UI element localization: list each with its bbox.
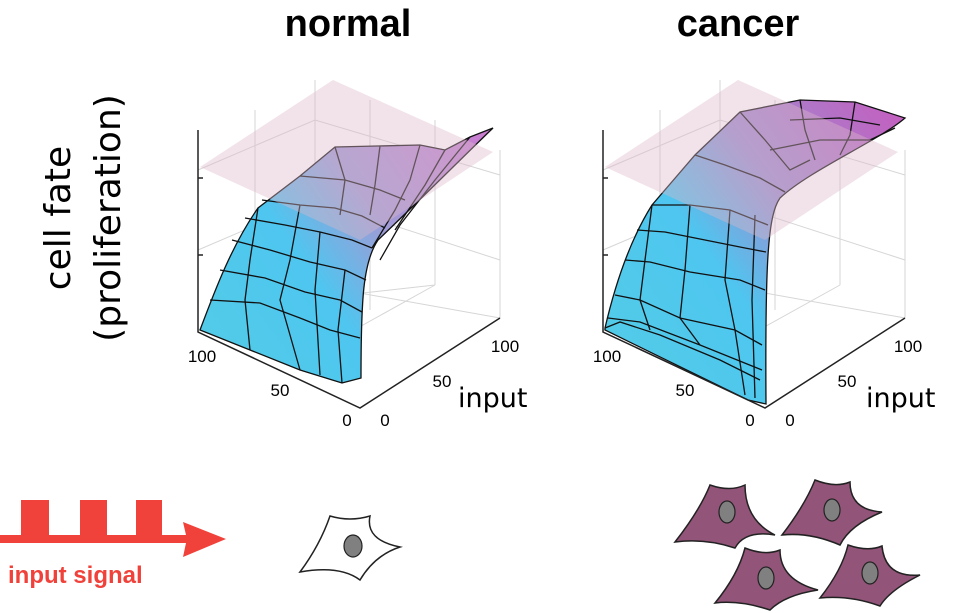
x-tick: 0 — [342, 411, 351, 430]
axis-label-input: input — [866, 383, 935, 414]
input-signal: input signal — [0, 500, 226, 589]
normal-cell-icon — [298, 514, 403, 582]
y-axis-label-line1: cell fate — [38, 146, 79, 290]
x-tick: 50 — [676, 381, 695, 400]
cancer-cell-icon — [780, 479, 883, 546]
y-axis-label-line2: (proliferation) — [88, 94, 129, 342]
panel-title-normal: normal — [285, 3, 412, 45]
pulse-arrow-icon — [0, 500, 226, 557]
threshold-plane — [605, 80, 898, 240]
y-tick: 100 — [894, 337, 922, 356]
cancer-plot: 100 50 0 0 50 100 input — [593, 80, 935, 430]
x-tick: 50 — [271, 381, 290, 400]
y-tick: 0 — [380, 411, 389, 430]
surface-mesh — [209, 136, 471, 384]
x-tick: 0 — [745, 411, 754, 430]
input-signal-label: input signal — [8, 562, 143, 589]
y-tick: 100 — [491, 337, 519, 356]
cancer-cell-icon — [673, 483, 776, 549]
threshold-plane — [200, 80, 493, 240]
y-tick: 0 — [785, 411, 794, 430]
axes — [197, 130, 501, 409]
x-tick: 100 — [188, 347, 216, 366]
cancer-cell-icon — [818, 544, 921, 607]
cancer-cells — [673, 479, 921, 611]
normal-plot: 100 50 0 0 50 100 input — [188, 80, 527, 430]
y-axis-label: cell fate (proliferation) — [38, 94, 129, 342]
cancer-cell-icon — [713, 546, 819, 611]
y-tick: 50 — [433, 372, 452, 391]
y-tick: 50 — [838, 372, 857, 391]
response-surface-cancer — [604, 99, 907, 405]
axes — [602, 130, 906, 409]
panel-title-cancer: cancer — [677, 3, 800, 45]
x-tick: 100 — [593, 347, 621, 366]
surface-mesh — [604, 99, 896, 399]
axis-label-input: input — [458, 383, 527, 414]
